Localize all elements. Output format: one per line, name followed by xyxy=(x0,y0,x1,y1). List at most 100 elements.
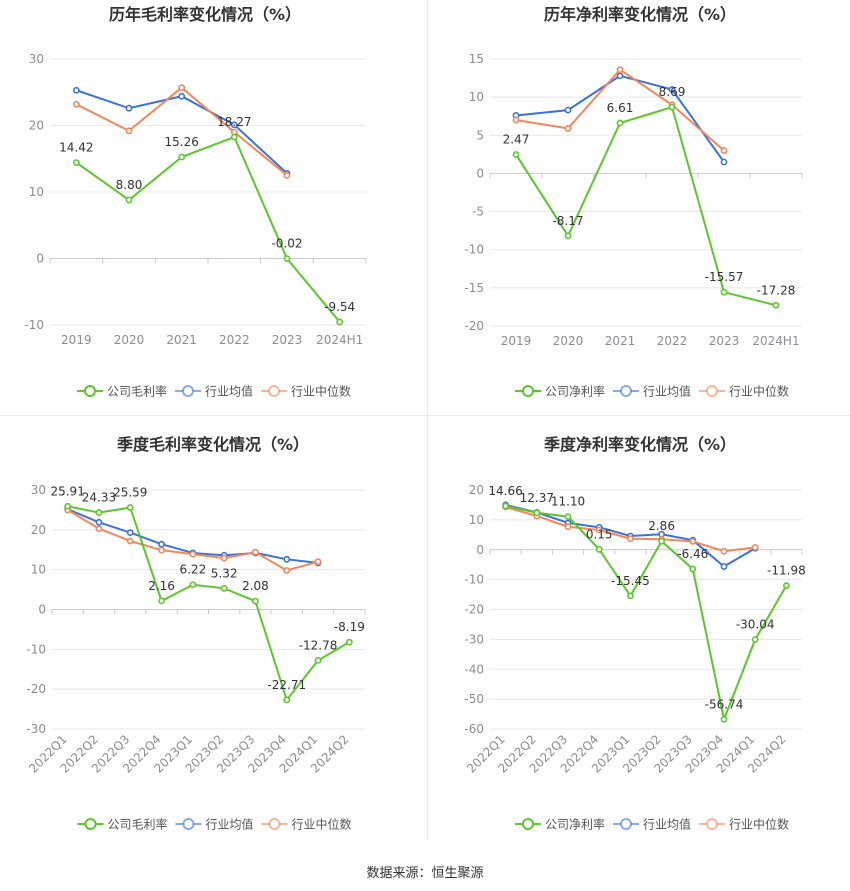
legend-label: 行业均值 xyxy=(206,817,254,832)
legend-marker xyxy=(522,385,534,397)
data-point xyxy=(616,66,624,74)
data-label: 5.32 xyxy=(211,566,238,580)
data-point xyxy=(283,255,291,263)
y-tick-label: -20 xyxy=(464,319,484,333)
data-point xyxy=(564,232,572,240)
data-point xyxy=(564,106,572,114)
y-tick-label: -15 xyxy=(464,281,484,295)
horizontal-divider xyxy=(0,415,850,416)
data-source-label: 数据来源：恒生聚源 xyxy=(366,866,484,881)
x-tick-label: 2019 xyxy=(501,334,532,348)
data-point xyxy=(720,288,728,296)
data-point xyxy=(720,158,728,166)
x-tick-label: 2022 xyxy=(219,333,250,347)
data-point xyxy=(564,523,572,531)
y-tick-label: -10 xyxy=(26,642,46,656)
data-point xyxy=(564,125,572,132)
legend-marker xyxy=(84,385,96,397)
chart-title: 季度毛利率变化情况（%） xyxy=(116,435,309,454)
y-tick-label: 15 xyxy=(469,52,484,66)
y-tick-label: 20 xyxy=(29,119,44,133)
x-tick-label: 2020 xyxy=(553,334,584,348)
data-label: 14.66 xyxy=(488,484,522,498)
data-point xyxy=(126,504,134,511)
data-label: -6.46 xyxy=(677,547,708,561)
data-point xyxy=(616,72,624,80)
legend-marker xyxy=(620,385,632,397)
data-point xyxy=(689,565,697,573)
y-tick-label: -50 xyxy=(464,692,484,706)
data-point xyxy=(772,301,780,309)
legend-marker xyxy=(268,818,281,830)
data-point xyxy=(230,133,238,141)
data-point xyxy=(230,121,238,129)
y-tick-label: -10 xyxy=(464,573,484,587)
data-point xyxy=(125,196,133,204)
data-point xyxy=(283,555,291,563)
data-point xyxy=(627,535,634,543)
y-tick-label: 10 xyxy=(29,185,44,199)
y-tick-label: 10 xyxy=(469,90,484,104)
y-tick-label: 0 xyxy=(38,603,46,617)
data-point xyxy=(783,582,790,589)
data-point xyxy=(658,537,665,545)
legend-marker xyxy=(620,818,632,830)
legend-label: 行业中位数 xyxy=(729,817,789,832)
annual-gross-margin-chart: 历年毛利率变化情况（%） -10 0 10 20 30 2019 2020 2021 2022 20… xyxy=(24,5,367,399)
y-tick-label: 30 xyxy=(31,483,46,497)
data-point xyxy=(627,592,634,600)
y-tick-label: 0 xyxy=(476,166,484,180)
data-label: 15.26 xyxy=(164,135,198,149)
y-tick-label: -40 xyxy=(464,662,484,676)
data-label: 14.42 xyxy=(59,141,93,155)
data-label: -22.71 xyxy=(267,678,306,692)
x-tick-label: 2021 xyxy=(605,334,636,348)
data-point xyxy=(668,86,676,93)
y-tick-label: 0 xyxy=(476,543,484,557)
legend-label: 公司毛利率 xyxy=(108,817,168,832)
data-point xyxy=(720,547,728,555)
data-label: 2.47 xyxy=(503,133,530,147)
y-tick-label: -20 xyxy=(464,603,484,617)
data-label: 2.08 xyxy=(242,579,269,593)
data-point xyxy=(178,92,186,100)
y-tick-label: -60 xyxy=(464,722,484,736)
data-label: 25.59 xyxy=(113,486,147,500)
data-point xyxy=(720,563,728,570)
y-tick-label: 20 xyxy=(469,483,484,497)
x-tick-label: 2024H1 xyxy=(316,333,363,347)
series-line-industry-avg xyxy=(515,74,725,163)
y-tick-label: -30 xyxy=(464,632,484,646)
data-point xyxy=(220,554,228,562)
y-tick-label: -10 xyxy=(24,318,44,332)
legend-label: 行业均值 xyxy=(643,384,691,399)
y-tick-label: 30 xyxy=(29,52,44,66)
data-label: 12.37 xyxy=(520,491,554,505)
data-label: 24.33 xyxy=(82,491,116,505)
data-point xyxy=(720,715,728,723)
legend-marker xyxy=(182,385,194,397)
y-tick-label: -5 xyxy=(472,205,484,219)
data-point xyxy=(72,100,80,108)
data-point xyxy=(751,636,759,643)
series-line-company xyxy=(67,505,350,703)
chart-title: 历年毛利率变化情况（%） xyxy=(109,5,301,24)
series-line-company xyxy=(75,135,341,323)
legend-label: 行业中位数 xyxy=(292,817,352,832)
data-point xyxy=(283,567,291,574)
legend-marker xyxy=(522,818,534,830)
y-tick-label: 10 xyxy=(31,563,46,577)
data-point xyxy=(314,558,322,566)
data-point xyxy=(283,696,291,704)
y-tick-label: -10 xyxy=(464,243,484,257)
data-point xyxy=(95,518,103,526)
data-point xyxy=(178,153,186,161)
data-label: -17.28 xyxy=(757,283,796,297)
y-tick-label: 0 xyxy=(36,252,44,266)
data-point xyxy=(189,581,197,589)
y-tick-label: -30 xyxy=(26,722,46,736)
x-tick-label: 2022 xyxy=(657,334,688,348)
data-label: -15.45 xyxy=(611,574,650,588)
legend-label: 行业中位数 xyxy=(729,384,789,399)
quarterly-net-margin-chart: 季度净利率变化情况（%）-60-50-40-30-20-10010202022Q… xyxy=(464,435,806,832)
